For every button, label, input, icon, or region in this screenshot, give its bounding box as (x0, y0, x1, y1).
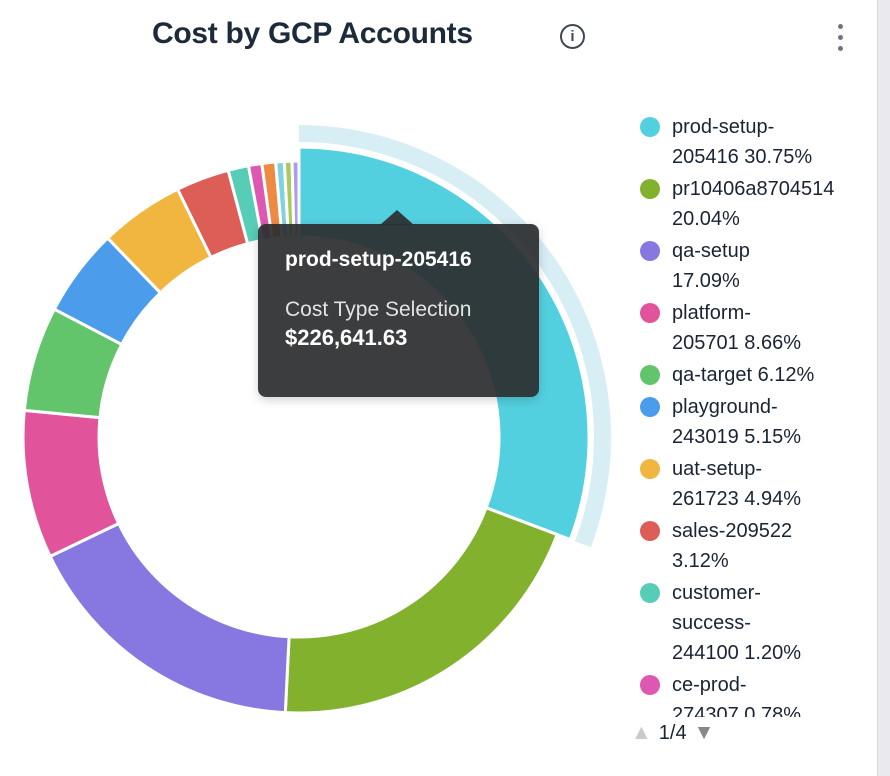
legend-item[interactable]: prod-setup- 205416 30.75% (636, 112, 882, 172)
legend-label: sales-209522 3.12% (672, 520, 793, 572)
legend-pagination: ▲ 1/4 ▼ (631, 721, 714, 745)
legend-dot (640, 397, 660, 417)
legend-dot (640, 583, 660, 603)
legend-dot (640, 459, 660, 479)
legend-dot (640, 241, 660, 261)
legend-label: ce-prod- 274307 0.78% (672, 674, 802, 717)
legend-label: pr10406a8704514 20.04% (672, 178, 835, 230)
legend-label: qa-setup 17.09% (672, 240, 750, 292)
legend-page-indicator: 1/4 (658, 721, 687, 744)
legend-label: uat-setup- 261723 4.94% (672, 458, 802, 510)
legend-item[interactable]: qa-setup 17.09% (636, 236, 882, 296)
legend-item[interactable]: qa-target 6.12% (636, 360, 882, 390)
tooltip-label: Cost Type Selection (285, 298, 472, 321)
legend-item[interactable]: ce-prod- 274307 0.78% (636, 670, 882, 717)
legend-item[interactable]: uat-setup- 261723 4.94% (636, 454, 882, 514)
legend-label: playground- 243019 5.15% (672, 396, 802, 448)
legend-dot (640, 365, 660, 385)
chart-legend: prod-setup- 205416 30.75% pr10406a8704514 2… (636, 112, 882, 717)
tooltip-title: prod-setup-205416 (285, 248, 472, 271)
chart-tooltip: prod-setup-205416 Cost Type Selection $2… (258, 210, 539, 397)
legend-label: prod-setup- 205416 30.75% (672, 116, 813, 168)
legend-label: platform- 205701 8.66% (672, 302, 802, 354)
info-icon[interactable]: i (560, 24, 585, 49)
legend-label: qa-target 6.12% (672, 364, 815, 386)
legend-label: customer-success- 244100 1.20% (672, 582, 802, 664)
legend-item[interactable]: playground- 243019 5.15% (636, 392, 882, 452)
legend-item[interactable]: platform- 205701 8.66% (636, 298, 882, 358)
legend-page-down-icon[interactable]: ▼ (693, 721, 715, 744)
legend-item[interactable]: customer-success- 244100 1.20% (636, 578, 882, 668)
tooltip-arrow (380, 210, 414, 225)
legend-dot (640, 179, 660, 199)
legend-page-up-icon[interactable]: ▲ (631, 721, 652, 744)
scrollbar-gutter (877, 0, 890, 776)
tooltip-value: $226,641.63 (285, 325, 408, 350)
chart-title: Cost by GCP Accounts (152, 17, 473, 50)
donut-slice-pr10406a8704514[interactable] (283, 506, 559, 715)
legend-dot (640, 303, 660, 323)
kebab-menu-icon[interactable] (834, 20, 847, 55)
donut-slice-qa-setup[interactable] (48, 522, 291, 715)
legend-item[interactable]: pr10406a8704514 20.04% (636, 174, 882, 234)
legend-dot (640, 117, 660, 137)
legend-item[interactable]: sales-209522 3.12% (636, 516, 882, 576)
legend-dot (640, 675, 660, 695)
legend-dot (640, 521, 660, 541)
